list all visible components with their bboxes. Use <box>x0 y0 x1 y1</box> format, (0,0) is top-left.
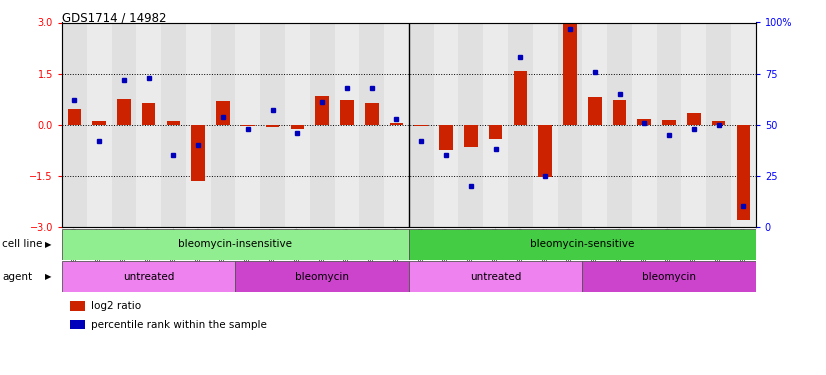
Bar <box>706 22 731 227</box>
Bar <box>62 229 409 260</box>
Bar <box>514 71 527 124</box>
Text: percentile rank within the sample: percentile rank within the sample <box>91 320 267 330</box>
Bar <box>638 118 651 124</box>
Bar <box>489 124 502 139</box>
Text: ▶: ▶ <box>45 272 52 281</box>
Bar <box>235 261 409 292</box>
Text: untreated: untreated <box>470 272 521 282</box>
Text: bleomycin-insensitive: bleomycin-insensitive <box>178 239 292 249</box>
Bar <box>62 261 235 292</box>
Bar <box>211 22 235 227</box>
Bar <box>657 22 681 227</box>
Bar <box>588 97 601 124</box>
Bar <box>291 124 304 129</box>
Bar <box>409 22 434 227</box>
Bar <box>192 124 205 181</box>
Bar <box>68 110 81 125</box>
Bar <box>563 22 577 125</box>
Bar <box>359 22 384 227</box>
Bar <box>62 22 87 227</box>
Bar <box>117 99 131 124</box>
Text: cell line: cell line <box>2 239 43 249</box>
Bar <box>439 124 453 150</box>
Bar <box>409 261 582 292</box>
Bar <box>607 22 632 227</box>
Bar <box>687 113 700 125</box>
Text: bleomycin-sensitive: bleomycin-sensitive <box>530 239 634 249</box>
Bar <box>161 22 186 227</box>
Bar <box>558 22 582 227</box>
Bar <box>142 102 155 125</box>
Text: untreated: untreated <box>123 272 174 282</box>
Bar <box>365 102 378 125</box>
Bar <box>712 121 725 124</box>
Bar <box>539 124 552 177</box>
Bar <box>316 96 329 124</box>
Bar <box>508 22 533 227</box>
Bar <box>458 22 483 227</box>
Text: GDS1714 / 14982: GDS1714 / 14982 <box>62 11 167 24</box>
Bar <box>310 22 335 227</box>
Text: bleomycin: bleomycin <box>295 272 349 282</box>
Bar <box>415 124 428 126</box>
Bar <box>390 123 403 124</box>
Text: agent: agent <box>2 272 32 282</box>
Text: log2 ratio: log2 ratio <box>91 301 141 311</box>
Bar <box>613 100 626 124</box>
Bar <box>582 261 756 292</box>
Bar <box>260 22 285 227</box>
Bar <box>662 120 676 124</box>
Bar <box>167 121 180 124</box>
Bar <box>266 124 279 128</box>
Bar <box>464 124 477 147</box>
Text: bleomycin: bleomycin <box>642 272 696 282</box>
Bar <box>737 124 750 220</box>
Bar <box>112 22 136 227</box>
Bar <box>409 229 756 260</box>
Bar <box>93 121 106 124</box>
Bar <box>340 100 354 124</box>
Text: ▶: ▶ <box>45 240 52 249</box>
Bar <box>241 124 254 126</box>
Bar <box>216 101 230 124</box>
